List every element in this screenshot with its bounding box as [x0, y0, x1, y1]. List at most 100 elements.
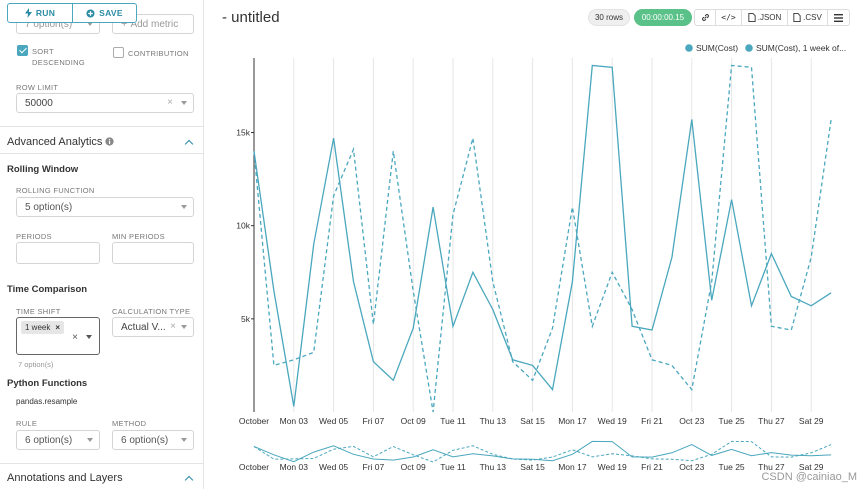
chevron-down-icon — [86, 335, 92, 339]
pandas-resample-label: pandas.resample — [16, 397, 78, 406]
calculation-type-select[interactable]: Actual V... × — [112, 317, 194, 337]
brush-x-tick-label: Tue 25 — [719, 462, 745, 472]
x-tick-label: Tue 11 — [440, 416, 466, 426]
chevron-down-icon — [181, 438, 187, 442]
query-actions: RUN SAVE — [7, 3, 137, 23]
legend-marker[interactable] — [685, 44, 693, 52]
x-axis: October Mon 03 Wed 05 Fri 07 Oct 09 Tue 11 Thu… — [239, 416, 824, 426]
range-brush[interactable]: October Mon 03 Wed 05 Fri 07 Oct 09 Tue 11 Thu… — [239, 440, 832, 472]
chart-grid — [253, 58, 812, 412]
rule-label: RULE — [16, 419, 38, 428]
rolling-function-select[interactable]: 5 option(s) — [16, 197, 194, 217]
python-functions-heading: Python Functions — [7, 378, 88, 389]
export-csv-button[interactable]: .CSV — [788, 9, 828, 26]
link-button[interactable] — [694, 9, 716, 26]
sort-descending-checkbox[interactable] — [17, 45, 28, 56]
method-select[interactable]: 6 option(s) — [112, 430, 194, 450]
divider — [0, 126, 203, 127]
brush-x-tick-label: Sat 29 — [799, 462, 824, 472]
series-line-1[interactable] — [253, 64, 832, 407]
x-tick-label: Fri 07 — [363, 416, 385, 426]
advanced-analytics-label: Advanced Analytics — [7, 136, 103, 148]
min-periods-label: MIN PERIODS — [112, 232, 165, 241]
legend-label[interactable]: SUM(Cost) — [696, 43, 738, 53]
more-options-button[interactable] — [828, 9, 850, 26]
brush-x-tick-label: Thu 13 — [480, 462, 507, 472]
min-periods-input[interactable] — [112, 242, 194, 264]
watermark: CSDN @cainiao_M — [761, 471, 857, 483]
divider — [0, 463, 203, 464]
plus-icon: + — [121, 18, 128, 30]
chart-legend[interactable]: SUM(Cost) SUM(Cost), 1 week of... — [685, 43, 846, 53]
bolt-icon — [24, 8, 32, 18]
x-tick-label: Mon 03 — [280, 416, 309, 426]
brush-x-tick-label: Oct 09 — [401, 462, 426, 472]
chevron-down-icon — [181, 325, 187, 329]
calculation-type-value: Actual V... — [121, 321, 166, 333]
control-panel: 7 option(s) + Add metric RUN SAVE SORT D… — [0, 0, 204, 489]
periods-label: PERIODS — [16, 232, 52, 241]
file-icon — [748, 13, 756, 22]
brush-x-tick-label: October — [239, 462, 269, 472]
brush-series-1 — [253, 440, 832, 463]
x-tick-label: October — [239, 416, 269, 426]
legend-marker[interactable] — [745, 44, 753, 52]
time-shift-select[interactable]: 1 week × × — [16, 317, 100, 355]
chevron-up-icon[interactable] — [184, 475, 194, 485]
contribution-checkbox[interactable] — [113, 47, 124, 58]
x-tick-label: Fri 21 — [641, 416, 663, 426]
export-json-button[interactable]: .JSON — [742, 9, 788, 26]
add-metric-label: Add metric — [130, 18, 179, 30]
series-line-2[interactable] — [253, 64, 832, 413]
time-shift-tag: 1 week × — [21, 321, 65, 334]
metrics-select-value: 7 option(s) — [25, 18, 73, 30]
x-tick-label: Sat 29 — [799, 416, 824, 426]
clear-icon[interactable]: × — [72, 332, 78, 343]
embed-code-button[interactable]: </> — [716, 9, 742, 26]
time-shift-tag-label: 1 week — [25, 323, 51, 332]
export-json-label: .JSON — [757, 13, 782, 22]
export-csv-label: .CSV — [803, 13, 822, 22]
y-axis: 5k 10k 15k — [236, 58, 255, 412]
row-limit-select[interactable]: 50000 × — [16, 93, 194, 113]
legend-label[interactable]: SUM(Cost), 1 week of... — [756, 43, 846, 53]
sort-descending-label: SORT DESCENDING — [32, 47, 86, 67]
chevron-down-icon — [87, 438, 93, 442]
clear-icon[interactable]: × — [170, 321, 176, 332]
chevron-up-icon[interactable] — [184, 139, 194, 149]
brush-x-tick-label: Fri 21 — [641, 462, 663, 472]
contribution-label: CONTRIBUTION — [128, 49, 189, 58]
brush-x-tick-label: Thu 27 — [758, 462, 785, 472]
row-limit-value: 50000 — [25, 97, 53, 109]
annotations-layers-header[interactable]: Annotations and Layers — [7, 472, 123, 484]
run-button-label: RUN — [35, 8, 56, 18]
chart-title[interactable]: - untitled — [222, 9, 280, 26]
info-icon[interactable] — [105, 137, 115, 146]
x-tick-label: Sat 15 — [520, 416, 545, 426]
periods-input[interactable] — [16, 242, 100, 264]
brush-x-tick-label: Oct 23 — [679, 462, 704, 472]
x-tick-label: Wed 05 — [319, 416, 348, 426]
remove-tag-icon[interactable]: × — [55, 323, 61, 332]
advanced-analytics-header[interactable]: Advanced Analytics — [7, 136, 115, 148]
save-button[interactable]: SAVE — [73, 3, 137, 23]
rolling-function-value: 5 option(s) — [25, 201, 73, 213]
rule-select[interactable]: 6 option(s) — [16, 430, 100, 450]
rolling-function-label: ROLLING FUNCTION — [16, 186, 95, 195]
plus-circle-icon — [86, 8, 95, 18]
brush-x-tick-label: Tue 11 — [440, 462, 466, 472]
line-chart[interactable]: 5k 10k 15k October Mon 03 Wed 05 Fri 07 Oct 09… — [205, 38, 865, 478]
chevron-down-icon — [181, 101, 187, 105]
y-tick-label: 5k — [241, 314, 251, 324]
brush-x-tick-label: Mon 03 — [280, 462, 309, 472]
time-shift-options-note: 7 option(s) — [18, 360, 54, 369]
clear-icon[interactable]: × — [167, 97, 173, 108]
query-timer-badge: 00:00:00.15 — [634, 9, 692, 26]
brush-x-tick-label: Wed 19 — [598, 462, 627, 472]
rule-value: 6 option(s) — [25, 434, 73, 446]
run-button[interactable]: RUN — [7, 3, 73, 23]
chevron-down-icon — [181, 205, 187, 209]
x-tick-label: Oct 23 — [679, 416, 704, 426]
x-tick-label: Thu 27 — [758, 416, 785, 426]
method-value: 6 option(s) — [121, 434, 169, 446]
